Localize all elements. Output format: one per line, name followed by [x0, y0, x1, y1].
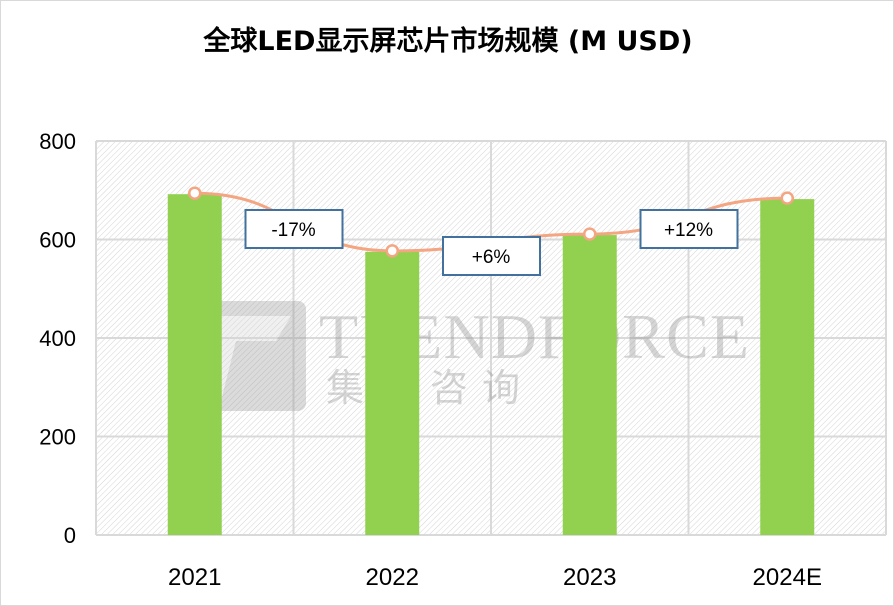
- x-tick-label: 2021: [168, 564, 221, 591]
- growth-annotation-box: [639, 209, 739, 249]
- x-tick-label: 2023: [563, 564, 616, 591]
- growth-annotation-text: +6%: [472, 247, 511, 268]
- trend-point: [385, 244, 399, 258]
- y-tick-label: 600: [39, 228, 76, 253]
- chart-title: 全球LED显示屏芯片市场规模 (M USD): [203, 26, 693, 57]
- y-tick-label: 0: [64, 523, 76, 548]
- growth-annotation-text: +12%: [664, 220, 713, 241]
- bar-2024E: [760, 199, 815, 536]
- y-tick-label: 200: [39, 425, 76, 450]
- growth-annotation-text: -17%: [271, 220, 315, 241]
- y-tick-label: 800: [39, 129, 76, 154]
- bar-2021: [167, 194, 222, 535]
- trend-point: [780, 191, 794, 205]
- growth-annotation-box: [442, 236, 541, 276]
- growth-annotation-box: [244, 209, 344, 249]
- trend-point: [188, 186, 202, 200]
- trend-point: [583, 227, 597, 241]
- x-tick-label: 2022: [366, 564, 419, 591]
- bar-2022: [365, 251, 420, 535]
- watermark-subtext: 集邦咨询: [326, 368, 534, 410]
- bar-2023: [562, 235, 617, 535]
- x-tick-label: 2024E: [753, 564, 822, 591]
- y-tick-label: 400: [39, 326, 76, 351]
